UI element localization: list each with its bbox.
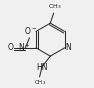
Text: N: N	[65, 43, 71, 52]
Text: N$^+$: N$^+$	[18, 41, 31, 53]
Text: CH$_3$: CH$_3$	[33, 78, 46, 87]
Text: O: O	[8, 43, 13, 52]
Text: HN: HN	[36, 63, 48, 72]
Text: CH$_3$: CH$_3$	[48, 2, 61, 11]
Text: O$^-$: O$^-$	[24, 25, 37, 36]
